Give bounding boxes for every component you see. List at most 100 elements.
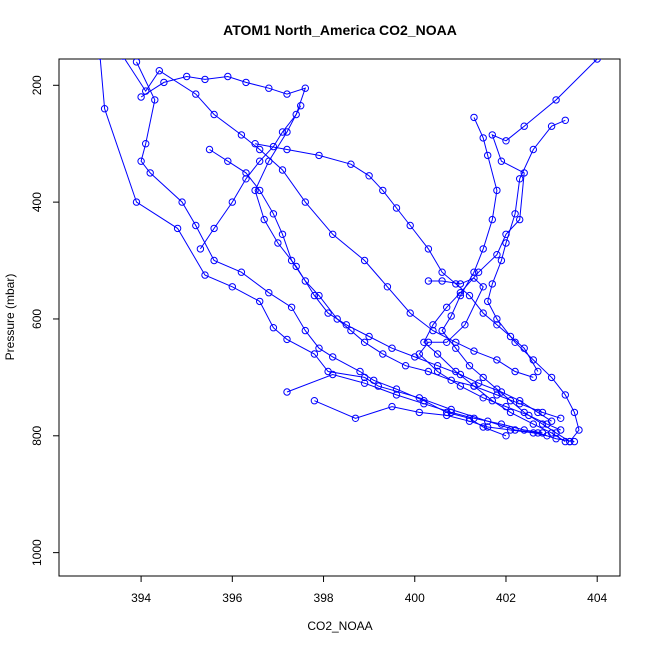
series-line-0 <box>99 59 575 443</box>
data-point <box>365 172 373 180</box>
data-point <box>224 157 232 165</box>
data-point <box>516 175 524 183</box>
data-point <box>479 309 487 317</box>
data-point <box>265 289 273 297</box>
data-point <box>543 432 551 440</box>
data-point <box>146 169 154 177</box>
data-point <box>429 321 437 329</box>
data-point <box>502 239 510 247</box>
data-point <box>511 338 519 346</box>
data-point <box>593 59 601 63</box>
data-point <box>301 198 309 206</box>
data-point <box>301 277 309 285</box>
data-point <box>256 157 264 165</box>
data-point <box>201 75 209 84</box>
y-tick-label-4: 1000 <box>30 539 44 566</box>
series-2 <box>137 72 309 253</box>
data-point <box>525 411 533 420</box>
data-point <box>479 394 487 402</box>
data-point <box>420 338 428 346</box>
data-point <box>516 215 524 224</box>
data-point <box>329 370 337 379</box>
data-point <box>465 362 474 370</box>
data-point <box>283 128 291 136</box>
data-point <box>269 210 278 218</box>
y-axis-label: Pressure (mbar) <box>3 274 17 361</box>
chart-title: ATOM1 North_America CO2_NOAA <box>223 22 457 38</box>
series-layer <box>97 59 601 446</box>
y-tick-label-0: 200 <box>30 75 44 95</box>
data-point <box>388 344 396 352</box>
data-point <box>506 397 515 405</box>
data-point <box>561 437 569 446</box>
data-point <box>192 221 200 230</box>
data-point <box>557 414 565 422</box>
data-point <box>488 397 496 405</box>
data-point <box>529 420 537 428</box>
data-point <box>493 321 501 329</box>
data-point <box>260 215 268 224</box>
data-point <box>287 256 296 265</box>
data-point <box>224 72 232 81</box>
data-point <box>269 324 278 332</box>
data-point <box>470 113 478 122</box>
series-5 <box>251 140 542 376</box>
data-point <box>201 271 209 279</box>
data-point <box>256 297 264 306</box>
data-point <box>465 291 474 300</box>
data-point <box>242 78 250 87</box>
data-point <box>183 72 191 81</box>
x-tick-label-4: 402 <box>496 591 516 605</box>
series-8 <box>484 116 583 446</box>
series-0 <box>97 59 579 446</box>
data-point <box>278 128 287 136</box>
series-line-7 <box>423 59 598 443</box>
data-point <box>566 437 574 446</box>
data-point <box>561 391 569 399</box>
data-point <box>520 426 528 434</box>
series-line-9 <box>254 105 552 422</box>
x-axis: 394 396 398 400 402 404 <box>131 576 608 605</box>
data-point <box>433 362 442 370</box>
data-point <box>484 151 492 160</box>
data-point <box>310 291 319 300</box>
x-tick-label-2: 398 <box>314 591 334 605</box>
data-point <box>287 303 296 311</box>
data-point <box>465 417 474 425</box>
data-point <box>424 367 433 376</box>
series-line-4 <box>209 149 561 419</box>
data-point <box>360 379 369 387</box>
data-point <box>278 166 287 174</box>
data-point <box>484 423 492 431</box>
data-point <box>329 230 337 239</box>
series-12 <box>310 397 551 440</box>
data-point <box>210 256 218 265</box>
series-10 <box>415 274 565 434</box>
data-point <box>283 335 291 344</box>
data-point <box>488 215 496 224</box>
data-point <box>484 297 492 306</box>
data-point <box>424 245 433 253</box>
data-point <box>132 198 141 206</box>
data-point <box>443 411 451 420</box>
data-point <box>529 373 537 382</box>
y-axis: 200 400 600 800 1000 <box>30 75 59 566</box>
data-point <box>479 245 487 253</box>
data-point <box>137 157 145 165</box>
data-point <box>497 157 506 165</box>
data-point <box>520 122 528 130</box>
data-point <box>493 186 501 195</box>
data-point <box>534 408 542 417</box>
data-point <box>447 312 455 320</box>
data-point <box>502 402 510 411</box>
data-point <box>438 268 446 276</box>
data-point <box>256 145 264 154</box>
data-point <box>493 315 501 323</box>
data-point <box>406 309 414 317</box>
data-point <box>456 289 465 297</box>
data-point <box>529 356 537 364</box>
series-line-12 <box>314 400 548 437</box>
data-point <box>470 274 478 282</box>
data-point <box>97 59 103 60</box>
data-point <box>547 373 556 382</box>
